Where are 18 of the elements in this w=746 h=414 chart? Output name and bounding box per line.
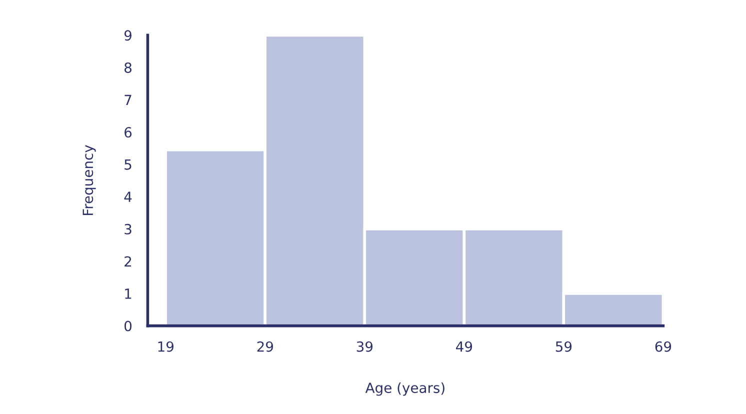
y-tick-label: 6 (124, 127, 132, 138)
y-tick-label: 7 (124, 94, 132, 106)
y-tick-label: 0 (124, 320, 132, 332)
y-tick-label: 1 (125, 288, 132, 299)
y-axis-title: Frequency (82, 145, 96, 216)
x-tick-label: 69 (655, 341, 672, 352)
y-tick-label: 9 (124, 30, 132, 41)
x-tick-label: 59 (556, 341, 572, 352)
x-tick-label: 19 (158, 341, 174, 352)
y-tick-label: 8 (124, 62, 132, 73)
y-tick-label: 2 (124, 256, 132, 267)
x-tick-label: 49 (456, 341, 472, 352)
y-tick-label: 5 (124, 160, 132, 170)
x-tick-label: 29 (257, 341, 273, 352)
y-tick-label: 4 (124, 192, 132, 202)
x-axis-title: Age (years) (365, 382, 444, 396)
x-tick-label: 39 (356, 341, 373, 352)
y-tick-label: 3 (124, 224, 132, 234)
